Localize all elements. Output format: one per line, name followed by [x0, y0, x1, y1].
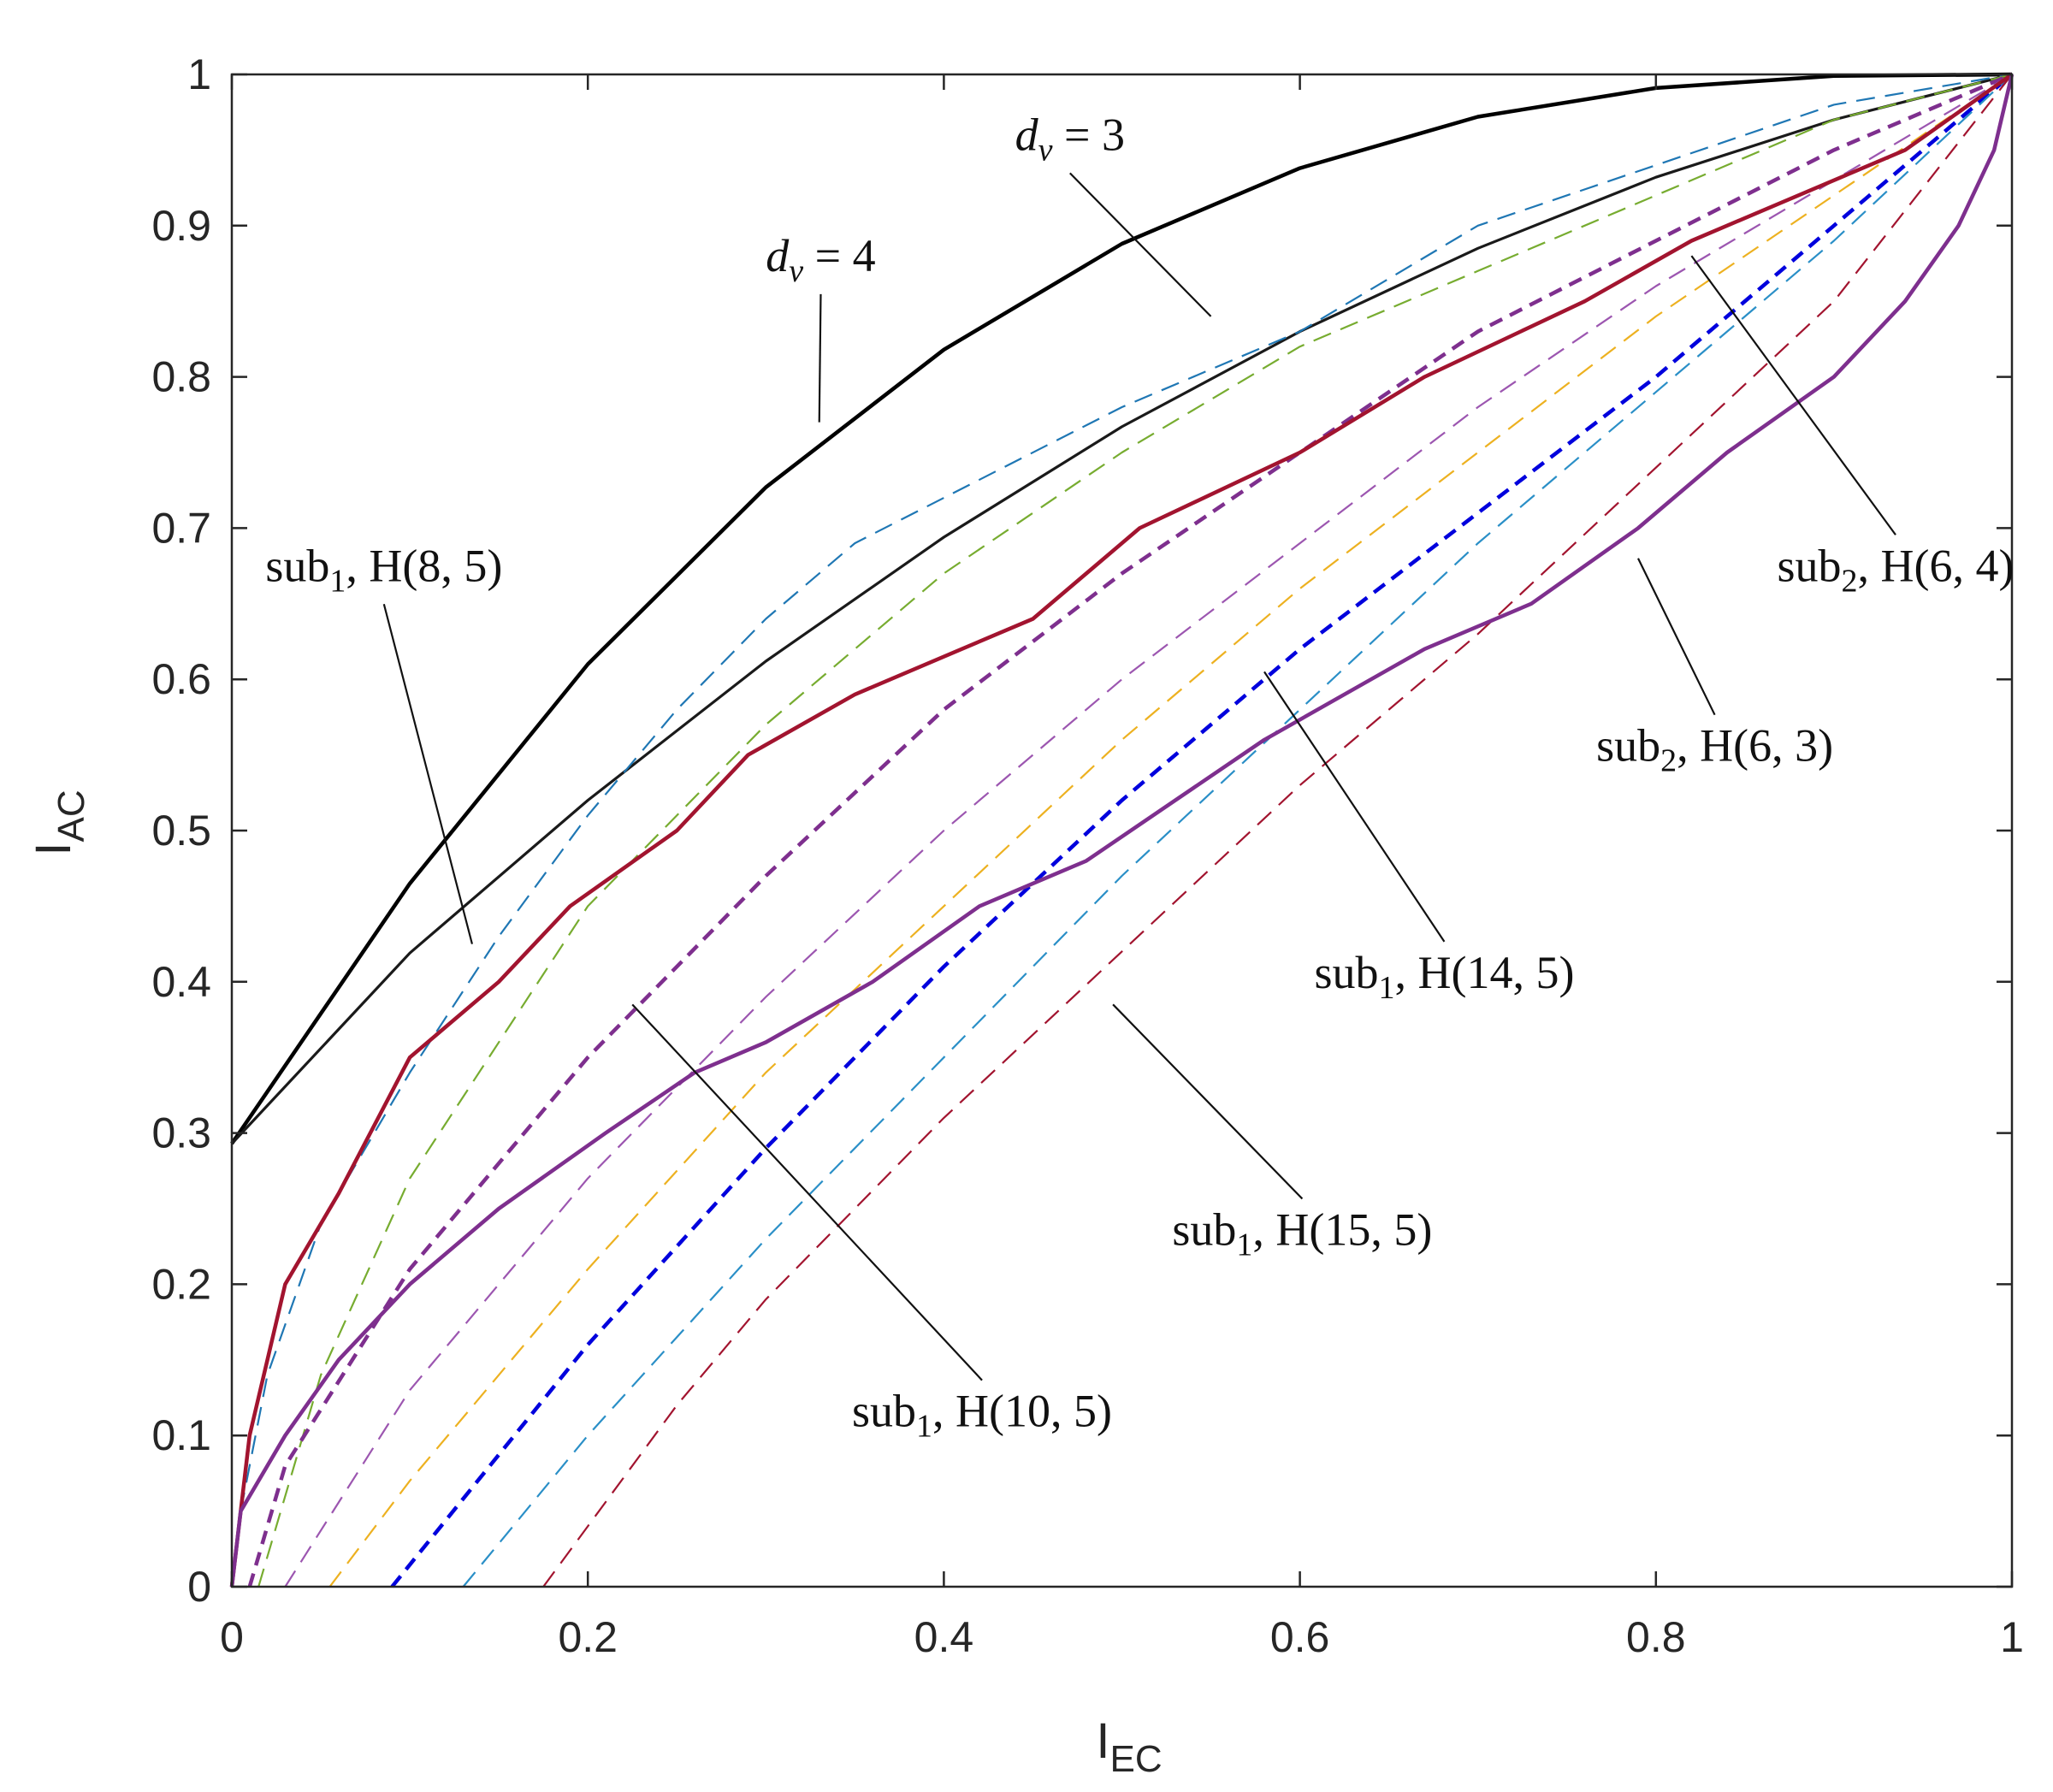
series-line-0 [230, 72, 2013, 1145]
annotation-var-sub: v [789, 253, 803, 289]
annotation-label-1: dv = 3 [1015, 109, 1125, 168]
y-tick-label: 0.1 [151, 1411, 211, 1459]
annotation-leader-2 [382, 604, 473, 944]
y-tick-label: 1 [187, 50, 211, 98]
annotation-sub: 1 [1378, 970, 1394, 1006]
annotation-base: sub [1172, 1204, 1236, 1255]
y-tick-label: 0.5 [151, 807, 211, 855]
y-axis-label: IAC [26, 790, 92, 855]
annotation-rest: , H(14, 5) [1394, 947, 1574, 998]
series-line-2 [240, 73, 2013, 1511]
y-tick-label: 0.8 [151, 353, 211, 401]
annotation-sub: 2 [1842, 563, 1858, 599]
y-axis-label-sub: AC [50, 790, 92, 842]
annotation-sub: 2 [1660, 743, 1677, 779]
x-axis-label-main: I [1096, 1713, 1109, 1769]
x-axis-label-sub: EC [1110, 1738, 1163, 1780]
y-tick-label: 0.6 [151, 655, 211, 703]
annotation-rest: = 3 [1053, 109, 1125, 160]
x-tick-label: 0.6 [1270, 1613, 1330, 1661]
series-layer [229, 72, 2015, 1588]
annotation-var: d [766, 230, 790, 281]
annotation-base: sub [265, 540, 329, 591]
leader-layer [382, 172, 1896, 1381]
series-line-4 [247, 72, 2013, 1588]
x-tick-label: 0.2 [558, 1613, 618, 1661]
annotation-label-3: sub2, H(6, 4) [1778, 540, 2015, 599]
y-tick-label: 0.7 [151, 504, 211, 552]
series-line-10 [229, 73, 2014, 1588]
annotation-label-0: dv = 4 [766, 230, 875, 289]
annotation-rest: , H(8, 5) [346, 540, 502, 591]
annotation-label-4: sub2, H(6, 3) [1596, 720, 1833, 779]
annotation-rest: , H(15, 5) [1252, 1204, 1432, 1255]
annotation-var: d [1015, 109, 1039, 160]
y-tick-label: 0.2 [151, 1260, 211, 1308]
annotation-sub: 1 [916, 1409, 932, 1445]
annotation-leader-5 [1263, 671, 1446, 943]
x-tick-label: 0 [220, 1613, 244, 1661]
annotation-rest: , H(10, 5) [932, 1386, 1112, 1437]
annotation-leader-1 [1069, 172, 1212, 317]
x-tick-label: 0.8 [1626, 1613, 1686, 1661]
x-tick-label: 0.4 [914, 1613, 974, 1661]
annotation-base: sub [1778, 540, 1842, 591]
annotation-rest: = 4 [803, 230, 875, 281]
y-tick-label: 0.3 [151, 1109, 211, 1157]
annotation-leader-6 [1112, 1003, 1304, 1200]
y-tick-label: 0.4 [151, 958, 211, 1006]
annotation-rest: , H(6, 4) [1858, 540, 2015, 591]
series-line-9 [542, 74, 2013, 1588]
tick-layer: 0 0.2 0.4 0.6 0.8 1 0 0.1 0.2 0.3 0.4 0.5 0.6 0.7 0.8 0… [151, 50, 2023, 1661]
y-tick-label: 0.9 [151, 202, 211, 250]
annotation-sub: 1 [1236, 1227, 1252, 1263]
series-line-1 [230, 73, 2013, 1145]
annotation-base: sub [1314, 947, 1378, 998]
series-line-7 [390, 73, 2014, 1588]
y-tick-label: 0 [187, 1563, 211, 1611]
annotation-base: sub [852, 1386, 916, 1437]
annotation-label-5: sub1, H(14, 5) [1314, 947, 1574, 1006]
series-line-5 [284, 74, 2013, 1588]
y-axis-label-main: I [26, 843, 81, 856]
series-line-8 [462, 74, 2013, 1588]
x-axis-label: IEC [1096, 1713, 1162, 1780]
annotation-base: sub [1596, 720, 1660, 772]
annotation-leader-0 [818, 293, 822, 423]
annotation-var-sub: v [1038, 132, 1053, 168]
series-line-11 [229, 74, 2015, 1588]
annotation-label-7: sub1, H(10, 5) [852, 1386, 1112, 1445]
annotation-label-2: sub1, H(8, 5) [265, 540, 502, 599]
annotation-leader-4 [1637, 558, 1716, 716]
annotation-rest: , H(6, 3) [1677, 720, 1833, 772]
x-tick-label: 1 [2000, 1613, 2024, 1661]
annotation-label-6: sub1, H(15, 5) [1172, 1204, 1432, 1263]
annotation-sub: 1 [329, 563, 346, 599]
annotation-leader-3 [1690, 255, 1896, 535]
annotation-leader-7 [631, 1003, 983, 1381]
